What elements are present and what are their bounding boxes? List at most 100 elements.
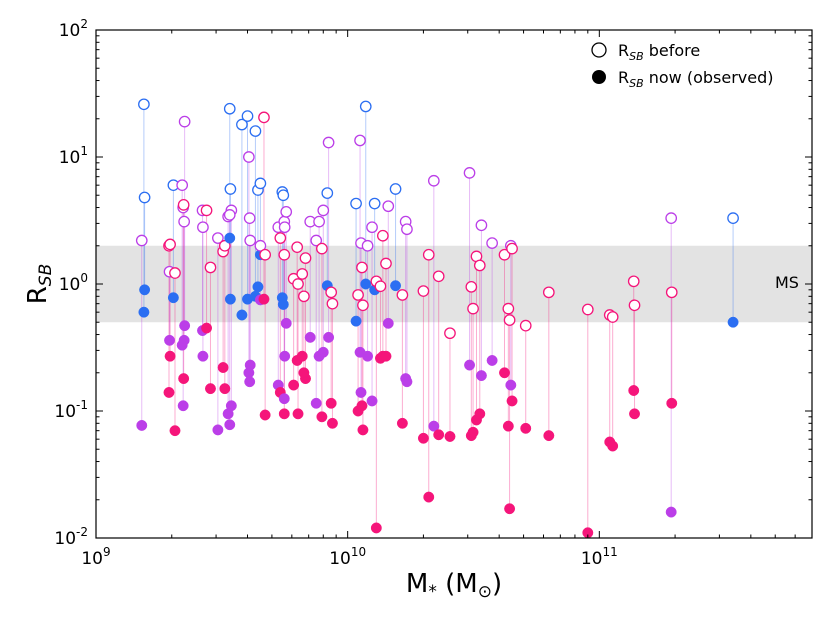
point-now bbox=[628, 385, 640, 396]
point-now bbox=[504, 503, 516, 515]
point-before bbox=[417, 285, 430, 297]
point-before bbox=[467, 302, 479, 315]
point-now bbox=[417, 432, 429, 444]
y-tick-label: 101 bbox=[59, 144, 88, 168]
legend: RSB before RSB now (observed) bbox=[591, 41, 774, 90]
point-now bbox=[277, 299, 289, 310]
point-now bbox=[217, 362, 229, 373]
point-now bbox=[423, 491, 435, 503]
axis-ticks: 109 1010 1011 10-2 10-1 100 101 102 bbox=[54, 17, 813, 569]
point-before bbox=[359, 100, 372, 113]
point-before bbox=[506, 242, 518, 255]
point-before bbox=[325, 286, 338, 299]
point-before bbox=[244, 234, 257, 247]
point-before bbox=[243, 151, 255, 163]
point-before bbox=[259, 248, 271, 261]
point-before bbox=[223, 102, 236, 115]
point-before bbox=[212, 232, 224, 244]
point-now bbox=[201, 322, 213, 334]
point-before bbox=[606, 311, 619, 323]
point-before bbox=[204, 261, 217, 274]
point-before bbox=[177, 198, 190, 211]
point-now bbox=[224, 293, 236, 305]
point-before bbox=[382, 200, 395, 213]
point-before bbox=[350, 197, 362, 210]
point-now bbox=[390, 280, 402, 292]
point-now bbox=[278, 408, 290, 420]
point-now bbox=[288, 379, 300, 391]
point-now bbox=[177, 400, 189, 412]
point-now bbox=[502, 420, 514, 432]
point-now bbox=[298, 367, 310, 379]
point-now bbox=[178, 373, 190, 385]
ms-band bbox=[96, 245, 812, 323]
point-before bbox=[502, 302, 515, 315]
point-before bbox=[218, 239, 231, 252]
x-tick-label: 1011 bbox=[581, 545, 618, 569]
point-before bbox=[665, 212, 678, 224]
point-now bbox=[164, 350, 176, 362]
point-before bbox=[444, 327, 456, 340]
point-now bbox=[464, 359, 475, 371]
y-tick-label: 102 bbox=[59, 17, 88, 41]
point-before bbox=[249, 125, 262, 137]
point-now bbox=[280, 317, 292, 329]
point-before bbox=[361, 239, 374, 252]
point-now bbox=[506, 395, 518, 407]
point-before bbox=[176, 179, 189, 192]
point-before bbox=[243, 212, 256, 224]
point-before bbox=[241, 110, 254, 122]
point-now bbox=[169, 425, 181, 437]
point-before bbox=[254, 239, 267, 252]
point-before bbox=[427, 174, 440, 187]
point-now bbox=[433, 429, 445, 441]
y-tick-label: 10-2 bbox=[54, 525, 88, 549]
point-now bbox=[350, 315, 362, 327]
point-before bbox=[463, 167, 476, 179]
point-before bbox=[368, 197, 381, 210]
point-before bbox=[277, 189, 290, 202]
point-before bbox=[519, 319, 532, 332]
point-before bbox=[396, 289, 409, 301]
point-before bbox=[473, 259, 486, 272]
point-before bbox=[274, 232, 287, 244]
point-before bbox=[223, 209, 236, 221]
point-before bbox=[486, 237, 498, 249]
y-tick-label: 10-1 bbox=[54, 398, 88, 422]
point-now bbox=[310, 397, 322, 409]
point-now bbox=[355, 386, 367, 398]
point-before bbox=[727, 212, 739, 224]
point-now bbox=[136, 419, 148, 431]
point-before bbox=[627, 275, 640, 288]
point-now bbox=[316, 411, 328, 423]
point-before bbox=[354, 134, 366, 147]
point-now bbox=[278, 393, 290, 405]
point-now bbox=[164, 334, 175, 346]
point-now bbox=[380, 350, 392, 362]
point-now bbox=[401, 376, 413, 388]
point-before bbox=[135, 234, 148, 247]
point-now bbox=[225, 400, 237, 412]
point-before bbox=[138, 98, 150, 111]
point-now bbox=[362, 350, 374, 362]
point-before bbox=[292, 278, 304, 290]
point-now bbox=[629, 408, 640, 420]
point-now bbox=[326, 417, 338, 429]
point-before bbox=[581, 303, 594, 316]
point-now bbox=[499, 367, 510, 379]
point-before bbox=[280, 205, 293, 218]
point-before bbox=[313, 215, 325, 228]
point-before bbox=[317, 204, 330, 217]
point-before bbox=[164, 238, 176, 251]
point-now bbox=[236, 309, 248, 321]
point-now bbox=[356, 400, 368, 412]
ms-band-label: MS bbox=[775, 273, 799, 292]
point-now bbox=[139, 284, 151, 296]
point-before bbox=[254, 177, 267, 190]
point-now bbox=[244, 376, 256, 388]
point-before bbox=[542, 286, 555, 299]
point-before bbox=[291, 241, 304, 254]
point-now bbox=[197, 350, 209, 362]
point-now bbox=[325, 397, 337, 409]
